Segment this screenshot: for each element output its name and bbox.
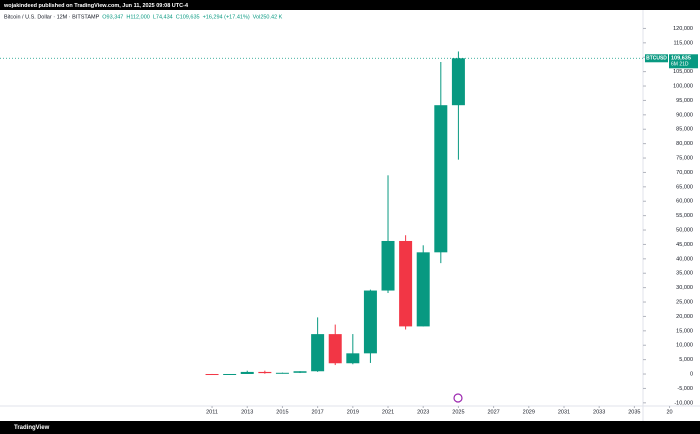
y-tick-label: 70,000 (676, 170, 693, 176)
y-tick-label: 85,000 (676, 127, 693, 133)
x-tick-label: 20 (667, 409, 673, 415)
candle-body (416, 252, 430, 327)
candle-body (223, 373, 237, 375)
candle-body (205, 374, 219, 376)
candle-body (293, 371, 307, 373)
y-tick-label: 90,000 (676, 112, 693, 118)
candle-body (346, 353, 360, 364)
candle-body (311, 334, 325, 372)
event-icon (453, 393, 463, 403)
y-tick-label: 80,000 (676, 141, 693, 147)
y-tick-label: 50,000 (676, 227, 693, 233)
candle-body (328, 334, 342, 364)
legend-item: +16,294 (+17.41%) (203, 14, 250, 20)
x-tick-label: 2029 (523, 409, 535, 415)
countdown-text: 6M 21D (671, 62, 689, 68)
candle-body (275, 372, 289, 374)
candle-body (434, 105, 448, 253)
symbol-badge (645, 54, 668, 63)
y-tick-label: 55,000 (676, 213, 693, 219)
x-tick-label: 2015 (276, 409, 288, 415)
candle-body (399, 240, 413, 327)
x-tick-label: 2013 (241, 409, 253, 415)
legend-item: Bitcoin / U.S. Dollar · 12M · BITSTAMP (4, 14, 100, 20)
legend-item: H112,000 (126, 14, 149, 20)
x-tick-label: 2017 (312, 409, 324, 415)
y-tick-label: 40,000 (676, 256, 693, 262)
y-tick-label: -5,000 (677, 386, 693, 392)
price-badge-text: 109,635 (671, 56, 691, 62)
y-tick-label: 75,000 (676, 155, 693, 161)
y-tick-label: 115,000 (674, 40, 693, 46)
legend-item: O93,347 (102, 14, 123, 20)
footer-brand: TradingView (14, 425, 50, 431)
x-tick-label: 2011 (206, 409, 218, 415)
candle-body (258, 371, 272, 374)
x-tick-label: 2031 (558, 409, 570, 415)
y-tick-label: 25,000 (676, 299, 693, 305)
candle-body (451, 58, 465, 106)
x-tick-label: 2021 (382, 409, 394, 415)
candle-body (240, 371, 254, 374)
x-tick-label: 2025 (452, 409, 464, 415)
x-tick-label: 2027 (487, 409, 499, 415)
symbol-badge-text: BTCUSD (646, 56, 667, 62)
x-tick-label: 2035 (628, 409, 640, 415)
y-tick-label: 95,000 (676, 98, 693, 104)
y-tick-label: 65,000 (676, 184, 693, 190)
y-tick-label: 45,000 (676, 242, 693, 248)
y-tick-label: 0 (690, 371, 693, 377)
y-tick-label: 100,000 (673, 83, 693, 89)
y-tick-label: 60,000 (676, 199, 693, 205)
legend-item: C109,635 (176, 14, 200, 20)
x-tick-label: 2019 (347, 409, 359, 415)
y-tick-label: 35,000 (676, 271, 693, 277)
y-tick-label: 10,000 (676, 343, 693, 349)
footer-bar (0, 421, 700, 434)
candle-body (381, 240, 395, 291)
top-bar (0, 0, 700, 10)
x-tick-label: 2023 (417, 409, 429, 415)
y-tick-label: 5,000 (679, 357, 693, 363)
candle-body (363, 290, 377, 354)
price-badge (669, 54, 698, 69)
y-tick-label: 30,000 (676, 285, 693, 291)
legend-item: L74,434 (153, 14, 173, 20)
y-tick-label: 120,000 (673, 26, 693, 32)
legend-item: Vol250.42 K (253, 14, 283, 20)
y-tick-label: 20,000 (676, 314, 693, 320)
y-tick-label: 105,000 (673, 69, 693, 75)
y-tick-label: 15,000 (676, 328, 693, 334)
y-tick-label: -10,000 (674, 400, 693, 406)
published-note: wojakindeed published on TradingView.com… (3, 3, 189, 9)
x-tick-label: 2033 (593, 409, 605, 415)
